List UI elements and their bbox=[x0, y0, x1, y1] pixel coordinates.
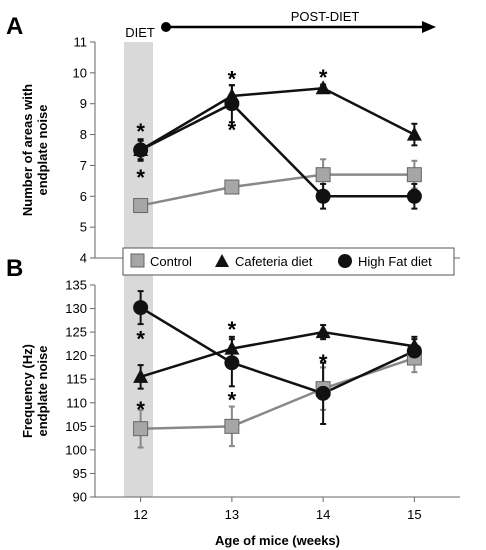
panel-b-cafeteria-diet-line bbox=[140, 330, 415, 379]
panel-b-control-point bbox=[224, 418, 240, 434]
panel-b-significance-star: * bbox=[319, 350, 328, 375]
panel-b-control-point bbox=[133, 421, 149, 437]
panel-a-high-fat-diet-point bbox=[406, 188, 422, 204]
legend: Control Cafeteria diet High Fat diet bbox=[122, 247, 455, 276]
legend-cafeteria-marker bbox=[215, 254, 229, 267]
panel-b-x-tick-label: 13 bbox=[225, 507, 239, 522]
panel-a-cafeteria-diet-point bbox=[315, 80, 331, 95]
panel-a-control-line bbox=[140, 173, 415, 207]
panel-b-y-tick-label: 125 bbox=[65, 325, 87, 340]
panel-b-y-tick-label: 90 bbox=[73, 490, 87, 505]
panel-a-cafeteria-diet-point bbox=[406, 126, 422, 141]
panel-b-cafeteria-diet-point bbox=[133, 368, 149, 383]
panel-a-y-tick-label: 11 bbox=[74, 35, 88, 50]
panel-b-high-fat-diet-point bbox=[224, 355, 240, 371]
diet-label: DIET bbox=[125, 25, 155, 40]
panel-b-x-tick-label: 12 bbox=[133, 507, 147, 522]
panel-b-x-tick-label: 14 bbox=[316, 507, 330, 522]
panel-b-y-tick-label: 115 bbox=[66, 372, 87, 387]
panel-b-x-axis-label: Age of mice (weeks) bbox=[215, 533, 340, 548]
legend-control-label: Control bbox=[150, 254, 192, 269]
panel-a-chart: 4 5 6 7 8 9 10 11 Number of areas withendplate n… bbox=[20, 35, 460, 266]
panel-a-control-point bbox=[224, 179, 240, 195]
post-diet-label: POST-DIET bbox=[291, 9, 360, 24]
legend-box bbox=[122, 247, 455, 276]
panel-a-control-point bbox=[133, 198, 149, 214]
panel-b-y-tick-label: 135 bbox=[65, 278, 87, 293]
panel-b-cafeteria-diet-point bbox=[315, 324, 331, 339]
panel-b-high-fat-diet-line bbox=[139, 306, 415, 395]
legend-cafeteria-label: Cafeteria diet bbox=[235, 254, 313, 269]
panel-a-y-tick-label: 10 bbox=[73, 65, 87, 80]
legend-highfat-marker bbox=[338, 254, 352, 268]
panel-a-control-point bbox=[315, 167, 331, 183]
panel-b-high-fat-diet-point bbox=[315, 385, 331, 401]
panel-a-significance-star: * bbox=[319, 65, 328, 90]
panel-a-y-tick-label: 8 bbox=[80, 127, 87, 142]
panel-b-significance-star: * bbox=[228, 388, 237, 413]
panel-b-control-line bbox=[140, 356, 415, 430]
panel-a-high-fat-diet-point bbox=[315, 188, 331, 204]
panel-a-cafeteria-diet-line bbox=[139, 87, 415, 152]
panel-a-high-fat-diet-line bbox=[140, 102, 415, 198]
panel-b-y-tick-label: 105 bbox=[65, 419, 87, 434]
panel-b-cafeteria-diet-point bbox=[224, 340, 240, 355]
panel-label-b: B bbox=[6, 255, 23, 282]
post-diet-arrow-head bbox=[422, 21, 436, 33]
panel-a-y-axis-label: Number of areas withendplate noise bbox=[20, 84, 50, 216]
panel-b-high-fat-diet-point bbox=[133, 300, 149, 316]
panel-b-y-axis-label: Frequency (Hz)endplate noise bbox=[20, 344, 50, 438]
panel-a-high-fat-diet-point bbox=[133, 142, 149, 158]
panel-b-chart: 90 95 100 105 110 115 120 125 130 135 12 13 14 15 Freq… bbox=[20, 278, 460, 548]
panel-b-significance-star: * bbox=[136, 397, 145, 422]
panel-a-significance-star: * bbox=[228, 66, 237, 91]
panel-a-significance-star: * bbox=[136, 165, 145, 190]
panel-a-y-tick-label: 6 bbox=[80, 189, 87, 204]
panel-a-y-tick-label: 5 bbox=[80, 220, 87, 235]
panel-a-y-tick-label: 9 bbox=[80, 96, 87, 111]
panel-b-y-tick-label: 120 bbox=[65, 348, 87, 363]
panel-b-x-tick-label: 15 bbox=[407, 507, 421, 522]
panel-a-y-tick-label: 7 bbox=[80, 158, 87, 173]
panel-a-y-tick-label: 4 bbox=[80, 251, 87, 266]
legend-highfat-label: High Fat diet bbox=[358, 254, 432, 269]
panel-label-a: A bbox=[6, 13, 23, 40]
panel-b-y-tick-label: 100 bbox=[65, 442, 87, 457]
panel-b-y-tick-label: 110 bbox=[66, 395, 87, 410]
panel-a-control-point bbox=[406, 167, 422, 183]
panel-a-significance-star: * bbox=[136, 119, 145, 144]
panel-b-y-tick-label: 130 bbox=[65, 301, 87, 316]
legend-control-marker bbox=[130, 253, 145, 268]
panel-b-y-tick-label: 95 bbox=[73, 466, 87, 481]
post-diet-arrow-start bbox=[161, 22, 171, 32]
panel-b-significance-star: * bbox=[136, 326, 145, 351]
panel-a-high-fat-diet-point bbox=[224, 96, 240, 112]
panel-b-high-fat-diet-point bbox=[406, 343, 422, 359]
panel-b-significance-star: * bbox=[228, 317, 237, 342]
panel-a-significance-star: * bbox=[228, 117, 237, 142]
